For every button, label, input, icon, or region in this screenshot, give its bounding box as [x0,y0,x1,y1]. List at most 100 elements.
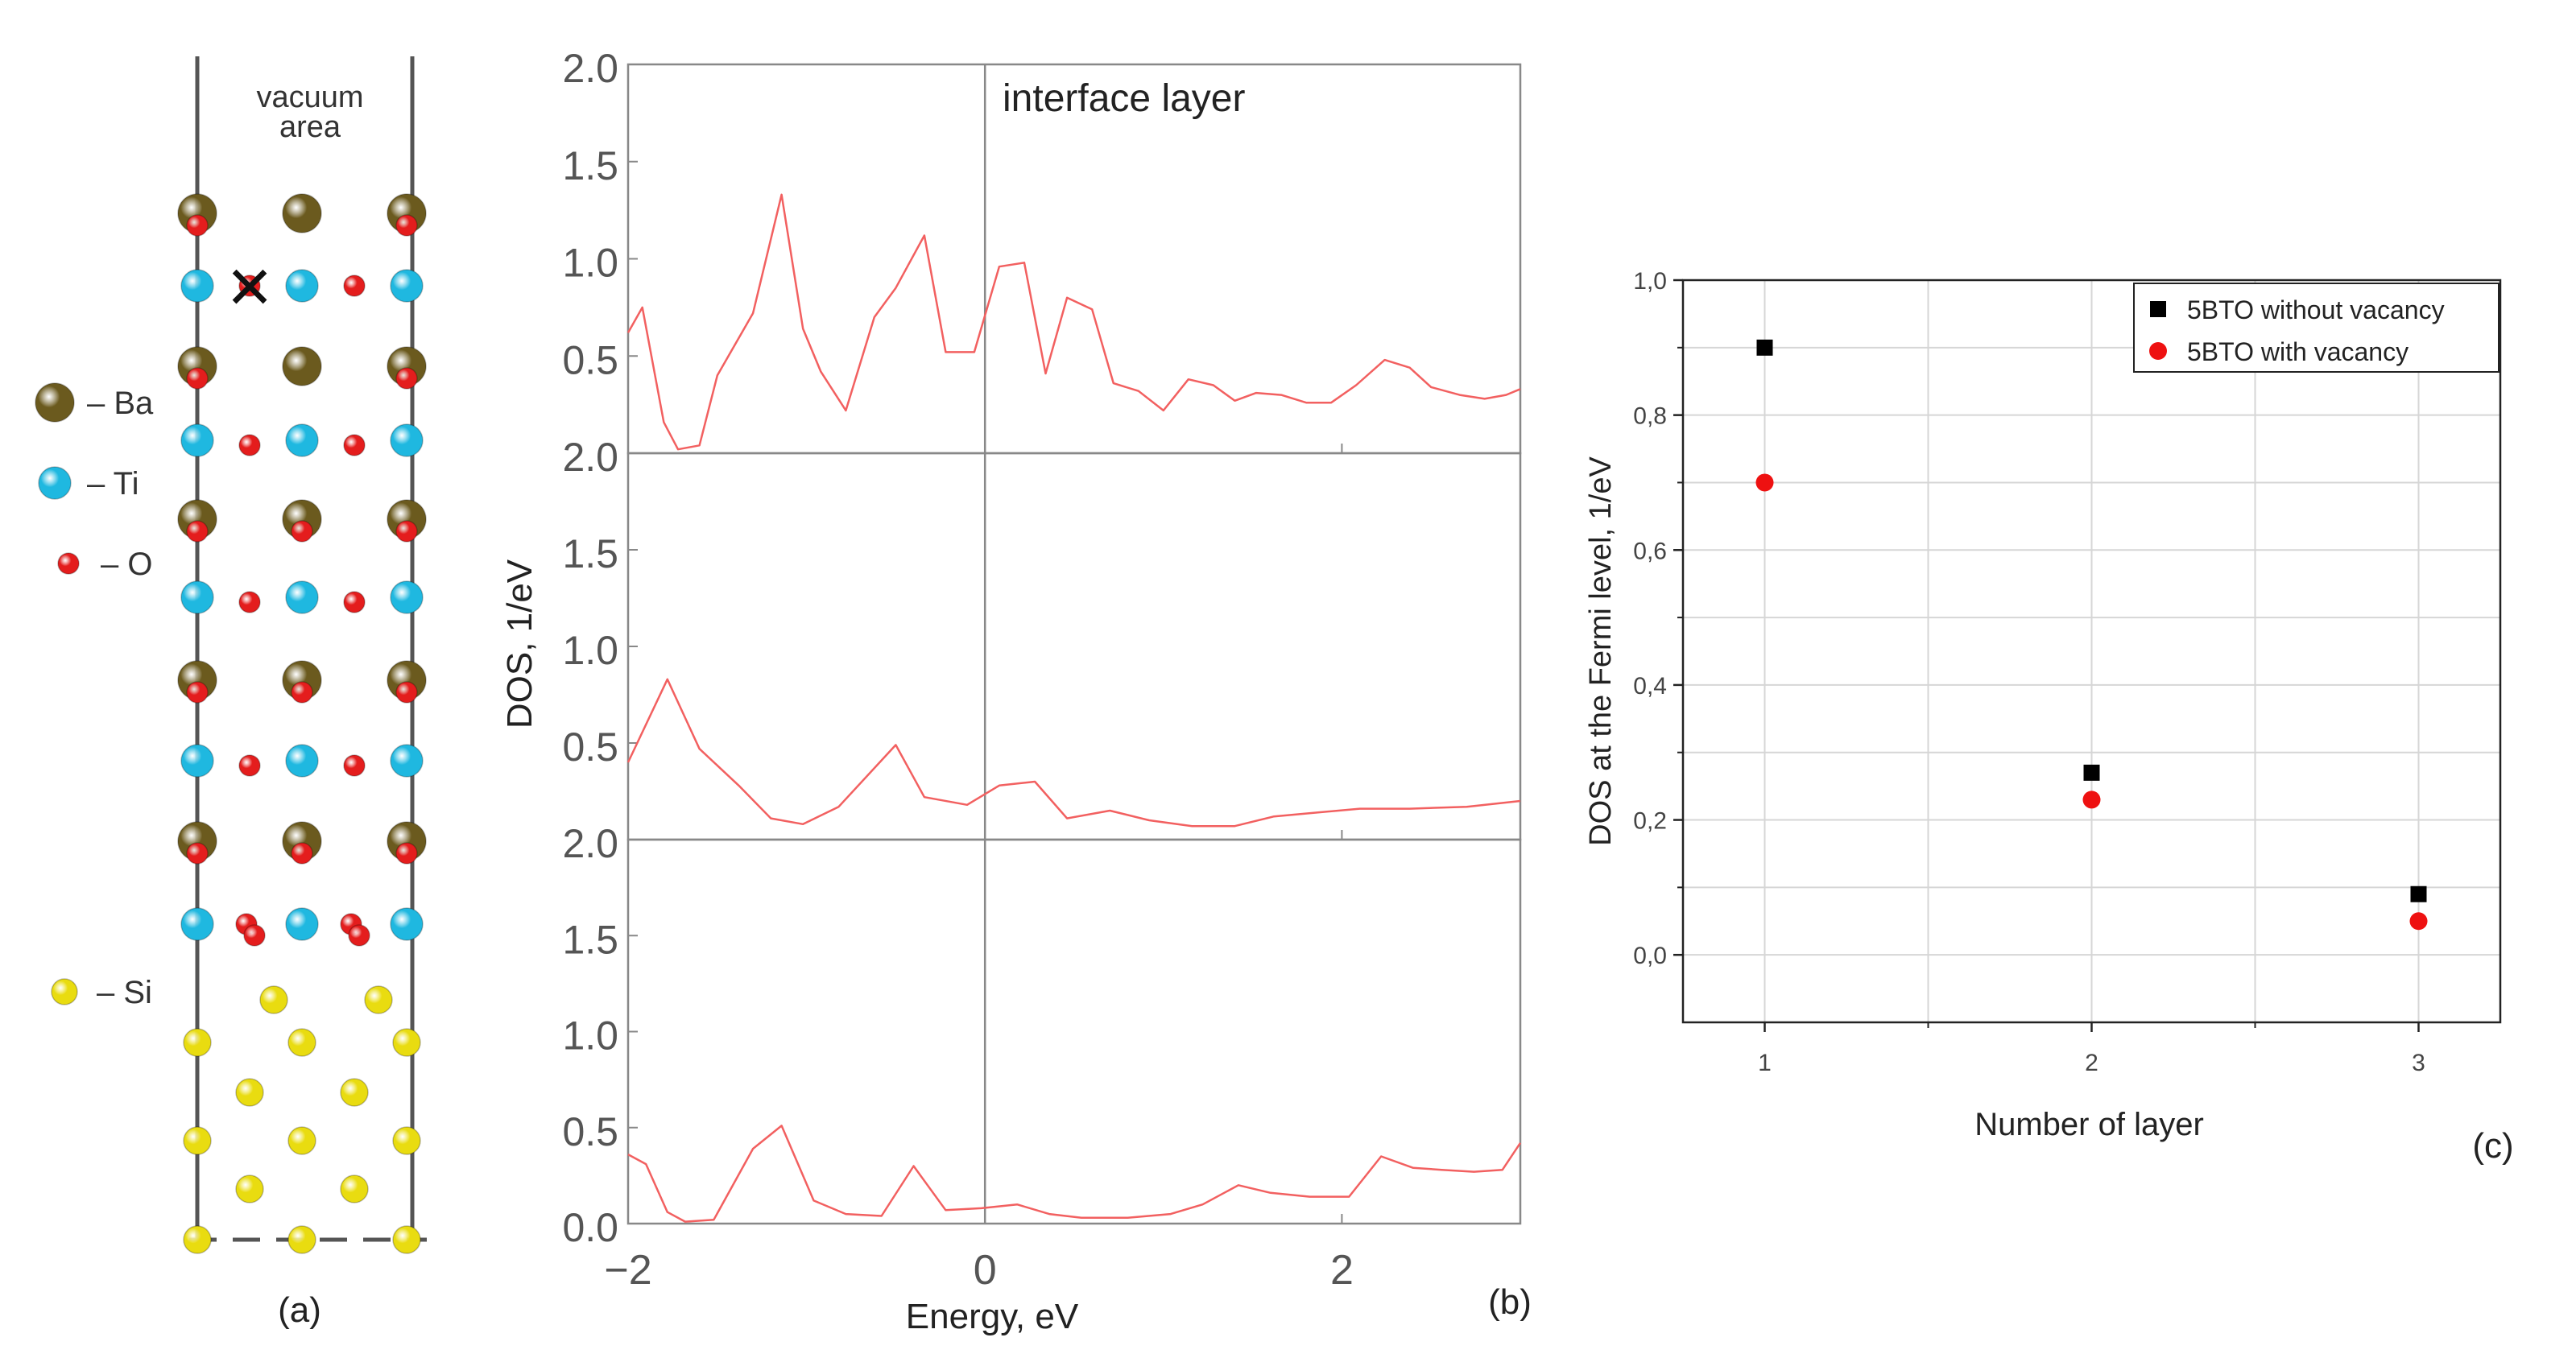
atom-si-icon [183,1225,212,1254]
x-tick-label: −2 [604,1247,651,1294]
atom-o-icon [395,214,418,237]
atom-o-icon [186,367,209,390]
atom-o-icon [238,275,261,297]
data-point-with-vacancy [2409,912,2428,931]
atom-si-icon [287,1028,316,1057]
x-tick-label: 1 [1758,1050,1772,1076]
atom-ti-icon [390,580,424,614]
atom-o-icon [291,520,313,543]
atom-ti-icon [285,907,319,941]
atom-o-icon [395,367,418,390]
y-tick-label: 0,6 [1633,538,1667,564]
atom-o-icon [343,754,366,777]
data-point-without-vacancy [1756,339,1773,356]
y-axis-label: DOS, 1/eV [500,559,540,729]
atom-ti-icon [180,269,214,303]
scatter-legend-box [2133,283,2500,373]
dos-panel-frame [626,452,1522,841]
fermi-dos-scatter-panel: 0,0 0,2 0,4 0,6 0,8 1,0 1 2 3 Number of layer DOS … [1584,268,2514,1166]
legend-si-icon [51,978,78,1005]
atom-ti-icon [390,907,424,941]
panel-annotation: interface layer [1003,77,1245,120]
atom-si-icon [183,1028,212,1057]
atom-si-icon [392,1225,421,1254]
atom-si-icon [287,1126,316,1155]
dos-panel-frame [626,838,1522,1225]
legend-entry-label: 5BTO with vacancy [2187,337,2409,366]
atom-o-icon [238,754,261,777]
atom-si-icon [392,1126,421,1155]
y-tick-label: 1,0 [1633,268,1667,295]
legend-square-marker-icon [2150,301,2166,317]
atom-o-icon [343,275,366,297]
y-tick-label: 1.0 [562,628,618,673]
atom-o-icon [238,434,261,456]
atom-ti-icon [180,744,214,778]
atom-o-icon [395,520,418,543]
atom-o-icon [238,591,261,613]
atom-ti-icon [390,269,424,303]
dos-series-line [626,193,1521,451]
atom-o-icon [291,842,313,865]
x-tick-label: 3 [2412,1050,2425,1076]
x-tick-label: 2 [2085,1050,2098,1076]
atom-si-icon [364,985,393,1014]
data-point-without-vacancy [2410,885,2427,902]
atom-ti-icon [285,744,319,778]
vacuum-label-line1: vacuum [256,80,363,114]
y-tick-label: 0.5 [562,1109,618,1154]
legend-label-o: – O [101,547,152,582]
dos-series-line [626,678,1521,828]
legend-entry-label: 5BTO without vacancy [2187,295,2445,324]
atom-si-icon [183,1126,212,1155]
atom-si-icon [259,985,288,1014]
atom-ti-icon [390,744,424,778]
y-tick-label: 0,2 [1633,808,1667,835]
atom-o-icon [291,681,313,704]
atom-si-icon [235,1078,264,1107]
vacancy-mark-icon: × [227,243,272,329]
y-tick-label: 1.0 [562,241,618,286]
atom-si-icon [235,1174,264,1203]
atom-ti-icon [285,580,319,614]
data-point-with-vacancy [2082,791,2101,809]
atom-o-icon [186,842,209,865]
y-axis-label: DOS at the Fermi level, 1/eV [1584,456,1618,846]
legend-label-si: – Si [97,975,152,1010]
y-tick-label: 2.0 [562,46,618,91]
atom-ti-icon [390,423,424,457]
legend-ti-icon [38,466,72,500]
vacuum-label-line2: area [279,110,341,144]
panel-label-c: (c) [2472,1126,2513,1166]
y-tick-label: 0,8 [1633,403,1667,430]
legend-circle-marker-icon [2149,342,2167,360]
y-tick-label: 0,4 [1633,673,1667,700]
panel-label-b: (b) [1488,1282,1532,1322]
dos-panel-frame [626,63,1522,455]
atom-si-icon [392,1028,421,1057]
y-tick-label: 1.5 [562,917,618,962]
atom-o-icon [186,681,209,704]
dos-chart-panel: 2.0 1.5 1.0 0.5 interface layer 2.0 1.5 1.0 0.5 2… [500,46,1532,1336]
atom-o-icon [343,434,366,456]
atom-ti-icon [180,580,214,614]
atom-si-icon [340,1078,369,1107]
y-tick-label: 0.5 [562,337,618,382]
atom-o-icon [395,681,418,704]
atom-si-icon [287,1225,316,1254]
atom-o-icon [348,924,370,947]
atom-ti-icon [180,423,214,457]
y-tick-label: 0.5 [562,724,618,770]
atom-ti-icon [285,423,319,457]
atom-o-icon [243,924,266,947]
y-tick-label: 2.0 [562,435,618,480]
atom-legend: – Ba – Ti – O – Si [35,382,154,1010]
atom-ti-icon [180,907,214,941]
x-axis-label: Energy, eV [906,1297,1079,1336]
y-tick-label: 0.0 [562,1205,618,1250]
crystal-structure-panel: vacuum area – Ba – Ti – O – Si × (a) [35,56,427,1330]
atom-si-icon [340,1174,369,1203]
x-tick-label: 2 [1330,1247,1354,1294]
atom-o-icon [395,842,418,865]
